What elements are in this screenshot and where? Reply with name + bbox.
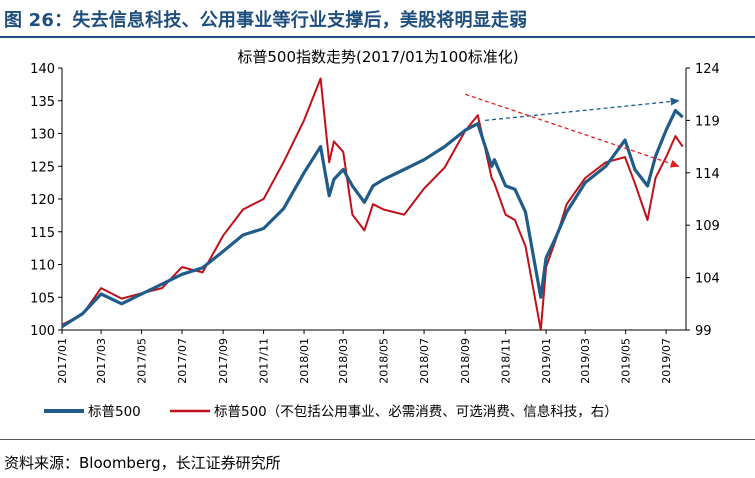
x-tick-label: 2017/09: [217, 338, 230, 384]
x-tick-label: 2019/07: [660, 338, 673, 384]
legend: 标普500 标普500（不包括公用事业、必需消费、可选消费、信息科技，右）: [44, 403, 618, 420]
left-tick-label: 130: [30, 128, 55, 143]
legend-label-sp500: 标普500: [88, 404, 141, 420]
right-tick-label: 119: [695, 114, 720, 129]
left-tick-label: 110: [30, 259, 55, 274]
right-tick-label: 99: [695, 324, 712, 339]
x-tick-label: 2018/03: [337, 338, 350, 384]
series-layer: [61, 77, 684, 331]
x-tick-label: 2018/07: [418, 338, 431, 384]
left-tick-label: 125: [30, 160, 55, 175]
left-tick-label: 105: [30, 291, 55, 306]
series-line-sp500-ex: [61, 77, 684, 331]
series-line-sp500: [61, 108, 684, 329]
left-tick-label: 140: [30, 62, 55, 77]
x-tick-label: 2017/01: [56, 338, 69, 384]
left-tick-label: 115: [30, 226, 55, 241]
right-tick-label: 109: [695, 219, 720, 234]
legend-label-sp500-ex: 标普500（不包括公用事业、必需消费、可选消费、信息科技，右）: [214, 403, 618, 420]
source-note: 资料来源：Bloomberg，长江证券研究所: [4, 454, 281, 472]
chart-title: 标普500指数走势(2017/01为100标准化): [237, 48, 518, 66]
trend-arrow-blue: [485, 97, 680, 122]
x-tick-label: 2019/03: [579, 338, 592, 384]
x-tick-label: 2018/09: [459, 338, 472, 384]
right-tick-label: 114: [695, 167, 720, 182]
annotation-layer: [464, 93, 680, 168]
x-tick-label: 2017/03: [95, 338, 108, 384]
figure-title: 图 26：失去信息科技、公用事业等行业支撑后，美股将明显走弱: [4, 10, 528, 31]
x-tick-label: 2018/05: [378, 338, 391, 384]
x-tick-label: 2017/07: [176, 338, 189, 384]
x-tick-label: 2017/05: [136, 338, 149, 384]
left-tick-label: 120: [30, 193, 55, 208]
axes: 100 105 110 115 120 125 130 135 140 99 104 109 114 11…: [30, 62, 720, 384]
x-tick-label: 2017/11: [258, 338, 271, 384]
right-tick-label: 124: [695, 62, 720, 77]
left-tick-label: 100: [30, 324, 55, 339]
title-rule: [0, 36, 755, 38]
x-tick-label: 2018/01: [298, 338, 311, 384]
x-tick-label: 2019/01: [540, 338, 553, 384]
right-tick-label: 104: [695, 272, 720, 287]
source-rule: [0, 439, 755, 440]
x-tick-label: 2018/11: [500, 338, 513, 384]
x-tick-label: 2019/05: [620, 338, 633, 384]
trend-arrow-red: [464, 93, 680, 168]
line-chart: 标普500指数走势(2017/01为100标准化) 100 105 110 115 12…: [30, 48, 720, 420]
left-tick-label: 135: [30, 95, 55, 110]
